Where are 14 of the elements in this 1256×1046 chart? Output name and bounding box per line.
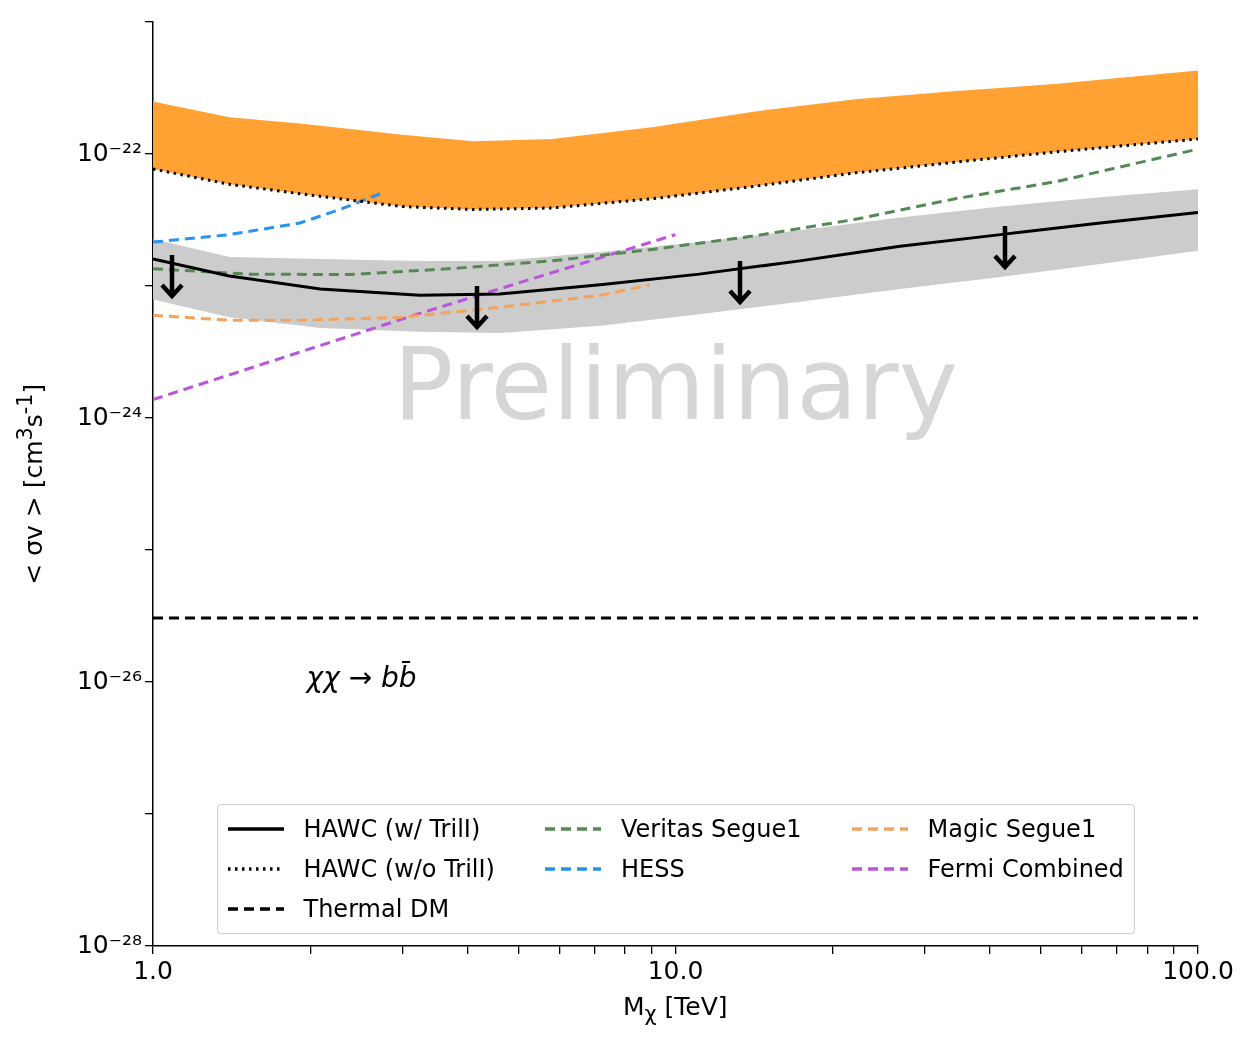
legend-label: HAWC (w/o TrilI): [303, 855, 495, 883]
legend-label: Magic Segue1: [927, 815, 1097, 843]
legend-label: Veritas Segue1: [620, 815, 802, 843]
legend-label: HAWC (w/ TrilI): [303, 815, 481, 843]
y-tick-label: 10⁻²²: [76, 137, 142, 167]
x-tick-label: 100.0: [1162, 955, 1234, 985]
x-tick-label: 10.0: [647, 955, 704, 985]
legend-label: HESS: [620, 855, 685, 883]
x-axis-title: M$_{χ}$ [TeV]: [623, 992, 728, 1026]
legend-label: Thermal DM: [303, 895, 450, 923]
annotation: χχ → bb̄: [304, 660, 417, 695]
y-tick-label: 10⁻²⁴: [76, 401, 142, 431]
y-tick-label: 10⁻²⁶: [76, 665, 142, 695]
legend-label: Fermi Combined: [927, 855, 1124, 883]
